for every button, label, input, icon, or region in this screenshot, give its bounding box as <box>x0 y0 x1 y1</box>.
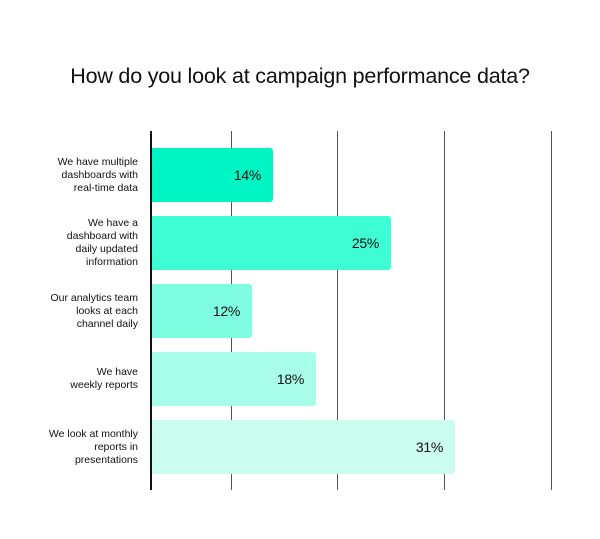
category-label-line: weekly reports <box>70 379 138 391</box>
category-label-line: daily updated <box>75 243 138 255</box>
category-label-line: channel daily <box>76 317 138 330</box>
category-label-line: We look at monthly <box>48 427 138 440</box>
category-label-line: We have <box>96 366 138 378</box>
bar: 18% <box>152 352 316 406</box>
gridline <box>551 131 552 490</box>
category-label-line: dashboard with <box>66 230 138 242</box>
bar-value-label: 31% <box>415 439 443 455</box>
category-label-line: real-time data <box>73 181 138 194</box>
bar: 25% <box>152 216 391 270</box>
category-label-line: looks at each <box>76 304 138 317</box>
category-label-line: information <box>86 256 138 268</box>
bar: 12% <box>152 284 252 338</box>
category-label-line: Our analytics team <box>50 291 138 304</box>
category-label: We have weekly reports <box>0 352 138 406</box>
bar-value-label: 18% <box>276 371 304 387</box>
category-label-line: We have multiple <box>57 155 138 168</box>
chart-title: How do you look at campaign performance … <box>70 64 530 88</box>
y-axis-line <box>150 131 152 490</box>
category-label-line: presentations <box>74 453 138 466</box>
bar-value-label: 25% <box>351 235 379 251</box>
category-label-line: reports in <box>94 440 138 453</box>
bar: 14% <box>152 148 273 202</box>
bar-value-label: 14% <box>233 167 261 183</box>
bar-value-label: 12% <box>212 303 240 319</box>
category-label: We look at monthly reports in presentation… <box>0 420 138 474</box>
gridline <box>444 131 445 490</box>
category-label: We have a dashboard with daily updated info… <box>0 216 138 270</box>
category-label-line: We have a <box>87 217 138 229</box>
bar: 31% <box>152 420 455 474</box>
gridline <box>337 131 338 490</box>
category-label-line: dashboards with <box>61 168 138 181</box>
category-label: We have multiple dashboards with real-time… <box>0 148 138 202</box>
category-label: Our analytics team looks at each channel d… <box>0 284 138 338</box>
